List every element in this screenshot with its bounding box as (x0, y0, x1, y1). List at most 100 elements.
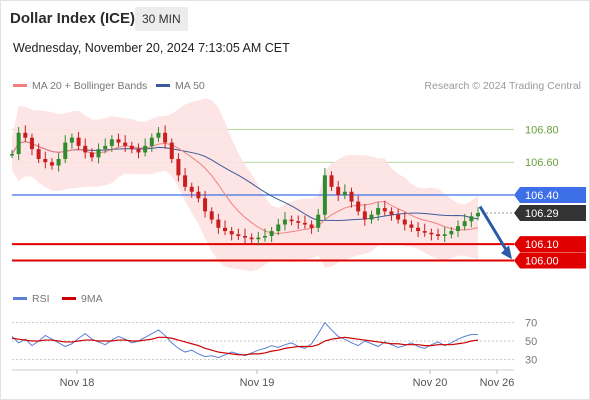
candle-body (409, 224, 414, 228)
candles (10, 125, 480, 246)
bollinger-band (12, 98, 478, 272)
level-tag-2: 106.10 (514, 236, 586, 253)
candle-body (243, 235, 247, 238)
candle-body (123, 142, 128, 146)
candle-body (136, 149, 141, 153)
candle-body (362, 211, 367, 220)
candle-body (103, 145, 108, 150)
level-tag-bg (514, 252, 586, 269)
candle-body (282, 219, 287, 225)
candle-body (116, 139, 121, 143)
candle-body (456, 226, 461, 232)
rsi-swatch (13, 296, 27, 300)
candle-body (196, 191, 201, 199)
candle-body (422, 231, 427, 233)
y-tick-label: 106.80 (525, 124, 559, 136)
x-tick-label: Nov 20 (413, 377, 448, 389)
candle-body (462, 221, 467, 227)
ma20-line (11, 140, 479, 235)
level-tag-1: 106.29 (514, 205, 586, 222)
candle-body (396, 214, 401, 220)
candle-body (262, 235, 267, 238)
instrument-title: Dollar Index (ICE) (10, 10, 136, 27)
candle-body (322, 175, 327, 215)
legend-rsi: RSI (13, 293, 50, 305)
rsi-tick-label: 70 (525, 318, 537, 330)
level-tag-label: 106.40 (525, 190, 559, 202)
candle-body (356, 201, 361, 212)
ma50-swatch (156, 83, 170, 87)
candle-body (29, 137, 34, 150)
candle-body (309, 224, 314, 228)
candle-body (129, 145, 134, 150)
credit-label: Research © 2024 Trading Central (424, 80, 581, 92)
level-tag-bg (514, 236, 586, 253)
candle-body (149, 137, 154, 146)
ma20-swatch (13, 83, 27, 87)
candle-body (36, 149, 41, 159)
candle-body (269, 231, 274, 236)
header: Dollar Index (ICE) 30 MIN (0, 0, 590, 36)
datetime-label: Wednesday, November 20, 2024 7:13:05 AM … (13, 41, 290, 55)
candle-body (256, 237, 261, 240)
candle-body (429, 232, 434, 235)
candle-body (109, 139, 114, 146)
candle-body (63, 142, 68, 159)
candle-body (436, 234, 441, 236)
level-tag-bg (514, 205, 586, 222)
level-tag-3: 106.00 (514, 252, 586, 269)
candle-body (369, 214, 374, 220)
candle-body (143, 145, 148, 153)
candle-body (49, 162, 54, 166)
candle-body (249, 237, 254, 240)
candle-body (209, 211, 214, 220)
ma9-label: 9MA (81, 293, 103, 305)
level-tag-0: 106.40 (514, 187, 586, 204)
candle-body (189, 186, 194, 192)
level-tag-bg (514, 187, 586, 204)
legend-9ma: 9MA (62, 293, 103, 305)
candle-body (223, 227, 228, 232)
x-tick-label: Nov 19 (240, 377, 275, 389)
candle-body (56, 158, 61, 166)
candle-body (442, 234, 447, 236)
candle-body (163, 132, 168, 143)
candle-body (216, 219, 221, 228)
level-tag-label: 106.10 (525, 239, 559, 251)
candle-body (416, 227, 421, 232)
rsi-tick-label: 50 (525, 336, 537, 348)
candle-body (296, 221, 301, 223)
rsi-tick-label: 30 (525, 354, 537, 366)
candle-body (89, 152, 94, 158)
candle-body (69, 137, 74, 143)
candle-body (10, 154, 14, 156)
candle-body (236, 234, 241, 236)
candle-body (349, 191, 354, 202)
candle-body (16, 132, 21, 155)
y-tick-label: 106.60 (525, 157, 559, 169)
candle-body (382, 208, 387, 212)
rsi-line (11, 321, 478, 359)
ma50-line (11, 140, 479, 222)
candle-body (176, 158, 181, 176)
candle-body (229, 231, 234, 235)
legend-ma50: MA 50 (156, 80, 205, 92)
forecast-arrow-head (501, 245, 512, 260)
x-tick-label: Nov 26 (480, 377, 515, 389)
candle-body (302, 222, 307, 225)
candle-body (389, 211, 394, 215)
candle-body (469, 216, 474, 222)
ma20-label: MA 20 + Bollinger Bands (32, 80, 148, 92)
level-tag-label: 106.29 (525, 208, 559, 220)
candle-body (169, 142, 174, 159)
candle-body (316, 214, 321, 228)
forecast-arrow-shaft (478, 205, 509, 253)
timeframe-button[interactable]: 30 MIN (135, 7, 188, 31)
candle-body (76, 137, 81, 146)
candle-body (83, 145, 88, 153)
candle-body (96, 149, 101, 158)
candle-body (183, 175, 188, 187)
candle-body (43, 158, 48, 163)
ma9-swatch (62, 296, 76, 300)
